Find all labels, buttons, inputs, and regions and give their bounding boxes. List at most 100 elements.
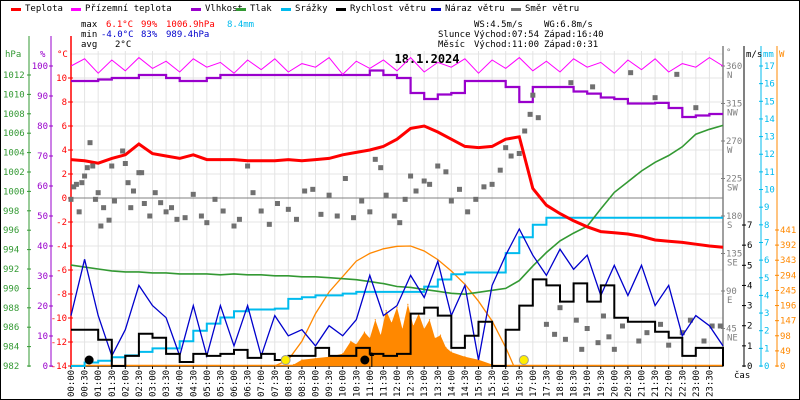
legend-swatch xyxy=(71,7,81,11)
pressure-tick-label: 992 xyxy=(3,265,19,275)
humidity-axis-unit: % xyxy=(40,50,46,60)
wind-direction-point xyxy=(652,95,658,101)
wind-direction-point xyxy=(516,151,522,157)
humidity-tick-label: 60 xyxy=(37,182,48,192)
moonset-icon xyxy=(84,355,94,365)
humidity-tick-label: 90 xyxy=(37,92,48,102)
humidity-tick-label: 0 xyxy=(43,362,48,372)
time-tick-label: 19:00 xyxy=(583,370,593,397)
time-tick-label: 14:00 xyxy=(447,370,457,397)
pressure-tick-label: 1004 xyxy=(3,149,25,159)
time-tick-label: 18:30 xyxy=(570,370,580,397)
pressure-tick-label: 1010 xyxy=(3,90,25,100)
wind-direction-point xyxy=(391,213,397,219)
wind-direction-point xyxy=(90,163,96,169)
stats-max-humidity: 99% xyxy=(141,20,158,30)
legend-wind-gust: Náraz větru xyxy=(431,4,505,14)
wind-direction-point xyxy=(163,209,169,215)
wind-direction-point xyxy=(527,111,533,117)
legend-label: Náraz větru xyxy=(445,4,505,14)
time-tick-label: 12:30 xyxy=(407,370,417,397)
wind-direction-point xyxy=(111,198,117,204)
legend-humidity: Vlhkost xyxy=(191,4,243,14)
solar-tick-label: 196 xyxy=(780,302,796,312)
time-tick-label: 09:30 xyxy=(325,370,335,397)
direction-compass-label: SE xyxy=(727,259,738,269)
direction-tick-label: 180 xyxy=(726,212,742,222)
wind-direction-point xyxy=(334,213,340,219)
wind-direction-point xyxy=(503,145,509,151)
wind-direction-point xyxy=(666,342,672,348)
humidity-tick-label: 20 xyxy=(37,302,48,312)
time-tick-label: 07:30 xyxy=(271,370,281,397)
wind-direction-point xyxy=(158,200,164,206)
precipitation-tick-label: 8 xyxy=(764,221,769,231)
wind-direction-point xyxy=(174,216,180,222)
time-tick-label: 06:30 xyxy=(244,370,254,397)
solar-tick-label: 245 xyxy=(780,286,796,296)
solar-tick-label: 0 xyxy=(780,362,785,372)
temperature-tick-label: -14 xyxy=(51,362,67,372)
time-tick-label: 04:00 xyxy=(176,370,186,397)
direction-compass-label: N xyxy=(727,71,732,81)
temperature-tick-label: 8 xyxy=(62,98,67,108)
precipitation-tick-label: 2 xyxy=(764,327,769,337)
sunrise-icon xyxy=(280,355,291,365)
solar-measured-area xyxy=(288,304,501,366)
wind-direction-point xyxy=(73,181,79,187)
wind-direction-point xyxy=(245,163,251,169)
wind-direction-point xyxy=(717,323,723,329)
wind-direction-point xyxy=(693,105,699,111)
wind-direction-point xyxy=(101,205,107,211)
wind-direction-point xyxy=(427,181,433,187)
wind-direction-point xyxy=(79,180,85,186)
wind-direction-point xyxy=(204,220,210,226)
wind-direction-point xyxy=(212,196,218,202)
wind-direction-point xyxy=(448,198,454,204)
wind-direction-point xyxy=(489,181,495,187)
time-tick-label: 02:30 xyxy=(135,370,145,397)
time-tick-label: 11:30 xyxy=(379,370,389,397)
legend-label: Směr větru xyxy=(525,4,580,14)
direction-axis-unit: ° xyxy=(726,48,731,58)
time-tick-label: 05:00 xyxy=(203,370,213,397)
wind-direction-point xyxy=(220,208,226,214)
wind-direction-point xyxy=(106,217,112,223)
legend-label: Teplota xyxy=(25,4,63,14)
wind-direction-point xyxy=(372,156,378,162)
pressure-tick-label: 1000 xyxy=(3,187,25,197)
time-tick-label: 00:00 xyxy=(67,370,77,397)
wind-direction-point xyxy=(147,213,153,219)
direction-tick-label: 135 xyxy=(726,250,742,260)
wind-speed-tick-label: 7 xyxy=(747,221,752,231)
time-tick-label: 13:00 xyxy=(420,370,430,397)
temperature-tick-label: -12 xyxy=(51,338,67,348)
legend-pressure: Tlak xyxy=(236,4,272,14)
humidity-tick-label: 70 xyxy=(37,152,48,162)
time-tick-label: 02:00 xyxy=(121,370,131,397)
humidity-tick-label: 50 xyxy=(37,212,48,222)
humidity-line xyxy=(71,69,723,119)
temperature-tick-label: -2 xyxy=(56,218,67,228)
wind-direction-point xyxy=(82,173,88,179)
direction-tick-label: 90 xyxy=(726,287,737,297)
time-tick-label: 22:30 xyxy=(678,370,688,397)
solar-measured-point xyxy=(396,306,398,309)
time-tick-label: 19:30 xyxy=(597,370,607,397)
solar-measured-point xyxy=(450,351,452,353)
moonrise-icon xyxy=(360,355,370,365)
wind-direction-point xyxy=(443,169,449,175)
solar-measured-point xyxy=(407,303,409,305)
wind-direction-point xyxy=(552,331,558,337)
pressure-tick-label: 1006 xyxy=(3,129,25,139)
direction-compass-label: NW xyxy=(727,109,738,119)
wind-direction-point xyxy=(367,209,373,215)
wind-direction-point xyxy=(456,186,462,192)
wind-direction-point xyxy=(182,215,188,221)
time-tick-label: 18:00 xyxy=(556,370,566,397)
moonrise-time: Východ:11:00 xyxy=(474,40,540,50)
solar-measured-point xyxy=(385,309,387,312)
wind-direction-point xyxy=(522,128,528,134)
wind-speed-axis-unit: m/s xyxy=(746,50,762,60)
